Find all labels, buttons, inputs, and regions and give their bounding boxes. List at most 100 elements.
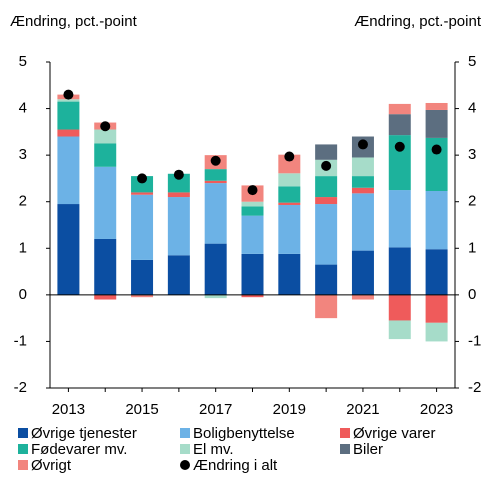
legend-label: Øvrige tjenester bbox=[31, 425, 137, 442]
bar-segment bbox=[351, 187, 374, 194]
bar-segment bbox=[351, 294, 374, 300]
bar-segment bbox=[351, 193, 374, 251]
bar-segment bbox=[204, 169, 227, 181]
legend-swatch bbox=[18, 460, 28, 470]
bar-segment bbox=[388, 247, 411, 295]
bar-segment bbox=[351, 157, 374, 177]
bar-segment bbox=[241, 294, 264, 298]
legend-label: Øvrige varer bbox=[353, 425, 436, 442]
bar-segment bbox=[57, 136, 80, 205]
bar-segment bbox=[425, 191, 448, 250]
bar-segment bbox=[57, 99, 80, 102]
bar-segment bbox=[57, 129, 80, 137]
bar-segment bbox=[167, 197, 190, 256]
legend-swatch bbox=[340, 428, 350, 438]
bar-segment bbox=[57, 101, 80, 130]
bar-segment bbox=[167, 192, 190, 198]
bar-segment bbox=[315, 294, 338, 319]
y-tick-label: -2 bbox=[14, 379, 27, 396]
total-dot bbox=[431, 144, 442, 155]
bar-segment bbox=[241, 201, 264, 207]
bar-segment bbox=[94, 143, 117, 167]
bar-segment bbox=[204, 183, 227, 244]
legend-swatch bbox=[180, 444, 190, 454]
bar-segment bbox=[204, 180, 227, 184]
total-dot bbox=[173, 169, 184, 180]
bar-segment bbox=[241, 253, 264, 295]
total-dot bbox=[137, 173, 148, 184]
bar-segment bbox=[388, 190, 411, 248]
bar-segment bbox=[131, 294, 154, 298]
y-tick-label: -1 bbox=[14, 332, 27, 349]
y-tick-label: 4 bbox=[19, 100, 27, 117]
y2-tick-label: 4 bbox=[468, 100, 476, 117]
bar-segment bbox=[94, 294, 117, 300]
total-dot bbox=[284, 151, 295, 162]
total-dot bbox=[321, 160, 332, 171]
bar-segment bbox=[131, 259, 154, 295]
bar-segment bbox=[241, 215, 264, 254]
legend-swatch bbox=[18, 428, 28, 438]
y-tick-label: 5 bbox=[19, 53, 27, 70]
bar-segment bbox=[425, 322, 448, 342]
bar-segment bbox=[94, 238, 117, 295]
bar-segment bbox=[131, 194, 154, 260]
y2-tick-label: 5 bbox=[468, 53, 476, 70]
y2-tick-label: -1 bbox=[468, 332, 481, 349]
bar-segment bbox=[131, 192, 154, 195]
legend-label: Biler bbox=[353, 441, 383, 458]
bar-segment bbox=[315, 204, 338, 265]
bar-segment bbox=[278, 202, 301, 205]
total-dot bbox=[357, 139, 368, 150]
total-dot bbox=[100, 121, 111, 132]
bar-segment bbox=[278, 253, 301, 295]
bar-segment bbox=[388, 320, 411, 340]
bar-segment bbox=[94, 129, 117, 144]
bar-segment bbox=[388, 294, 411, 321]
bar-segment bbox=[388, 135, 411, 191]
bar-segment bbox=[167, 255, 190, 295]
bar-segment bbox=[315, 197, 338, 205]
legend-label: El mv. bbox=[193, 441, 234, 458]
bar-segment bbox=[425, 102, 448, 110]
bar-segment bbox=[57, 204, 80, 295]
bar-segment bbox=[94, 166, 117, 239]
bar-segment bbox=[315, 144, 338, 160]
bar-segment bbox=[315, 176, 338, 198]
y-tick-label: 3 bbox=[19, 146, 27, 163]
bar-segment bbox=[278, 204, 301, 254]
legend-label: Øvrigt bbox=[31, 457, 72, 474]
legend-label: Ændring i alt bbox=[193, 457, 278, 474]
bar-segment bbox=[278, 173, 301, 187]
bar-segment bbox=[278, 154, 301, 174]
bar-segment bbox=[131, 176, 154, 193]
x-tick-label: 2019 bbox=[273, 401, 306, 418]
y2-tick-label: 1 bbox=[468, 239, 476, 256]
total-dot bbox=[394, 141, 405, 152]
bar-segment bbox=[388, 114, 411, 136]
bar-segment bbox=[241, 206, 264, 216]
legend-swatch bbox=[180, 428, 190, 438]
bar-segment bbox=[425, 137, 448, 192]
bar-segment bbox=[167, 173, 190, 193]
total-dot bbox=[247, 185, 258, 196]
x-tick-label: 2013 bbox=[52, 401, 85, 418]
bar-segment bbox=[315, 264, 338, 295]
total-dot bbox=[63, 89, 74, 100]
bar-segment bbox=[425, 109, 448, 138]
x-tick-label: 2023 bbox=[420, 401, 453, 418]
legend-label: Fødevarer mv. bbox=[31, 441, 127, 458]
y-axis-label: Ændring, pct.-point bbox=[10, 13, 138, 30]
bar-segment bbox=[388, 103, 411, 115]
bar-segment bbox=[204, 294, 227, 299]
x-tick-label: 2021 bbox=[346, 401, 379, 418]
bar-segment bbox=[351, 176, 374, 188]
y2-tick-label: 0 bbox=[468, 286, 476, 303]
x-tick-label: 2015 bbox=[125, 401, 158, 418]
legend-swatch bbox=[180, 460, 190, 470]
y2-axis-label: Ændring, pct.-point bbox=[354, 13, 482, 30]
bar-segment bbox=[278, 186, 301, 203]
bar-segment bbox=[425, 294, 448, 323]
y2-tick-label: 2 bbox=[468, 193, 476, 210]
